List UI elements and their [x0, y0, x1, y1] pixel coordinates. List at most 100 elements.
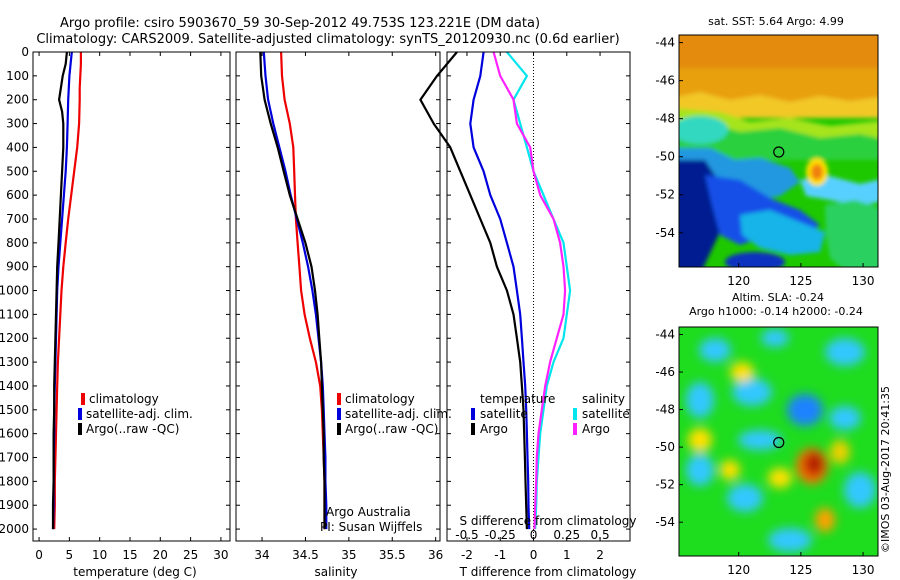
y-tick-label: 1600	[0, 427, 29, 441]
sla-map-panel: Altim. SLA: -0.24 Argo h1000: -0.14 h200…	[655, 291, 879, 577]
series-line-climatology	[280, 51, 326, 530]
salinity-axes-frame	[235, 51, 441, 542]
top-x-tick-label: 0.5	[591, 528, 610, 542]
x-tick-label: 2	[596, 548, 604, 562]
y-tick-label: 900	[6, 260, 29, 274]
sst-map-frame	[678, 34, 879, 268]
sst-front-green	[679, 120, 878, 160]
x-tick-label: 25	[183, 548, 198, 562]
legend-label-sal-argo: Argo	[582, 422, 610, 436]
x-tick-label: 10	[92, 548, 107, 562]
y-tick-label: 1000	[0, 284, 29, 298]
sla-low-6	[787, 394, 823, 426]
map-y-tick-label: -46	[655, 74, 675, 88]
y-tick-label: 0	[21, 45, 29, 59]
sst-map-title: sat. SST: 5.64 Argo: 4.99	[708, 15, 844, 28]
top-x-tick-label: -0.25	[485, 528, 516, 542]
legend-swatch-climatology	[81, 393, 85, 405]
sla-eddy-core	[804, 452, 824, 476]
sst-bottom-blue	[725, 252, 785, 267]
series-line-satellite-adj-clim-	[262, 51, 328, 530]
copyright-footer: ©IMOS 03-Aug-2017 20:41:35	[879, 386, 892, 553]
legend-swatch-sal-argo	[573, 423, 577, 435]
legend-label-satellite: satellite-adj. clim.	[86, 407, 193, 421]
sla-low-11	[844, 472, 876, 508]
salinity-panel: 34 34.5 35 35.5 36 salinity climatology sate…	[235, 51, 452, 579]
map-y-tick-label: -54	[655, 226, 675, 240]
x-tick-label: 35	[341, 548, 356, 562]
legend-label-temp-satellite: satellite	[480, 407, 528, 421]
top-x-tick-label: 0.25	[553, 528, 580, 542]
map-x-tick-label: 120	[727, 274, 750, 288]
y-tick-label: 1400	[0, 379, 29, 393]
sla-low-10	[727, 484, 763, 512]
y-tick-label: 2000	[0, 522, 29, 536]
map-y-tick-label: -50	[655, 150, 675, 164]
temperature-xlabel: temperature (deg C)	[73, 565, 196, 579]
sla-high-6	[815, 508, 835, 532]
difference-legend: temperature satellite Argo salinity sate…	[471, 392, 630, 436]
sla-low-3	[825, 338, 865, 366]
sla-low-9	[686, 454, 714, 486]
legend-swatch-temp-satellite	[471, 408, 475, 420]
y-tick-label: 1800	[0, 474, 29, 488]
legend-swatch-temp-argo	[471, 423, 475, 435]
map-y-tick-label: -48	[655, 112, 675, 126]
salinity-annotation-line-2: PI: Susan Wijffels	[320, 520, 422, 534]
sla-heatmap	[679, 327, 878, 556]
legend-label-climatology: climatology	[89, 392, 159, 406]
y-tick-label: 400	[6, 140, 29, 154]
sst-cyan-patch	[679, 116, 728, 144]
legend-label-satellite: satellite-adj. clim.	[345, 407, 452, 421]
legend-swatch-climatology	[337, 393, 341, 405]
y-tick-label: 1200	[0, 331, 29, 345]
sla-map-title: Altim. SLA: -0.24	[732, 291, 824, 304]
x-tick-label: 30	[213, 548, 228, 562]
map-y-tick-label: -52	[655, 188, 675, 202]
y-tick-label: 1900	[0, 498, 29, 512]
salinity-annotation-line-1: Argo Australia	[326, 505, 411, 519]
argo-position-marker	[773, 436, 785, 449]
map-x-tick-label: 120	[727, 563, 750, 577]
legend-swatch-argo	[78, 423, 82, 435]
series-line-argo-raw-qc-	[259, 51, 326, 530]
x-tick-label: 15	[122, 548, 137, 562]
x-tick-label: 20	[153, 548, 168, 562]
x-tick-label: -1	[494, 548, 506, 562]
sst-front-yellow	[679, 92, 878, 118]
y-tick-label: 100	[6, 69, 29, 83]
x-tick-label: 34.5	[292, 548, 319, 562]
series-line-temperature-argo	[419, 51, 528, 530]
series-line-salinity-argo	[492, 51, 567, 530]
series-line-climatology	[53, 52, 83, 530]
y-tick-label: 1500	[0, 403, 29, 417]
salinity-legend: climatology satellite-adj. clim. Argo(..…	[337, 392, 452, 436]
temperature-axes-frame	[32, 51, 231, 542]
sst-green-lower-right	[825, 200, 878, 267]
difference-axes-frame	[446, 51, 631, 542]
legend-label-temp-argo: Argo	[480, 422, 508, 436]
x-tick-label: 35.5	[379, 548, 406, 562]
series-line-temperature-satellite	[469, 51, 531, 530]
top-x-tick-label: -0.5	[455, 528, 478, 542]
y-tick-label: 600	[6, 188, 29, 202]
map-x-tick-label: 130	[852, 274, 875, 288]
sla-high-1	[730, 362, 754, 382]
difference-xlabel: T difference from climatology	[459, 565, 637, 579]
legend-label-sal-satellite: satellite	[582, 407, 630, 421]
sla-high-5	[830, 440, 850, 464]
map-y-tick-label: -48	[655, 403, 675, 417]
map-x-tick-label: 130	[852, 563, 875, 577]
difference-toplabel: S difference from climatology	[460, 514, 637, 528]
y-tick-label: 1300	[0, 355, 29, 369]
legend-label-argo: Argo(..raw -QC)	[86, 422, 179, 436]
top-x-tick-label: 0	[530, 528, 538, 542]
y-tick-label: 500	[6, 164, 29, 178]
x-tick-label: 1	[563, 548, 571, 562]
map-x-tick-label: 125	[789, 274, 812, 288]
legend-label-climatology: climatology	[345, 392, 415, 406]
map-x-tick-label: 125	[789, 563, 812, 577]
legend-swatch-satellite	[337, 408, 341, 420]
legend-swatch-satellite	[78, 408, 82, 420]
sst-warm-eddy-core	[811, 164, 823, 180]
